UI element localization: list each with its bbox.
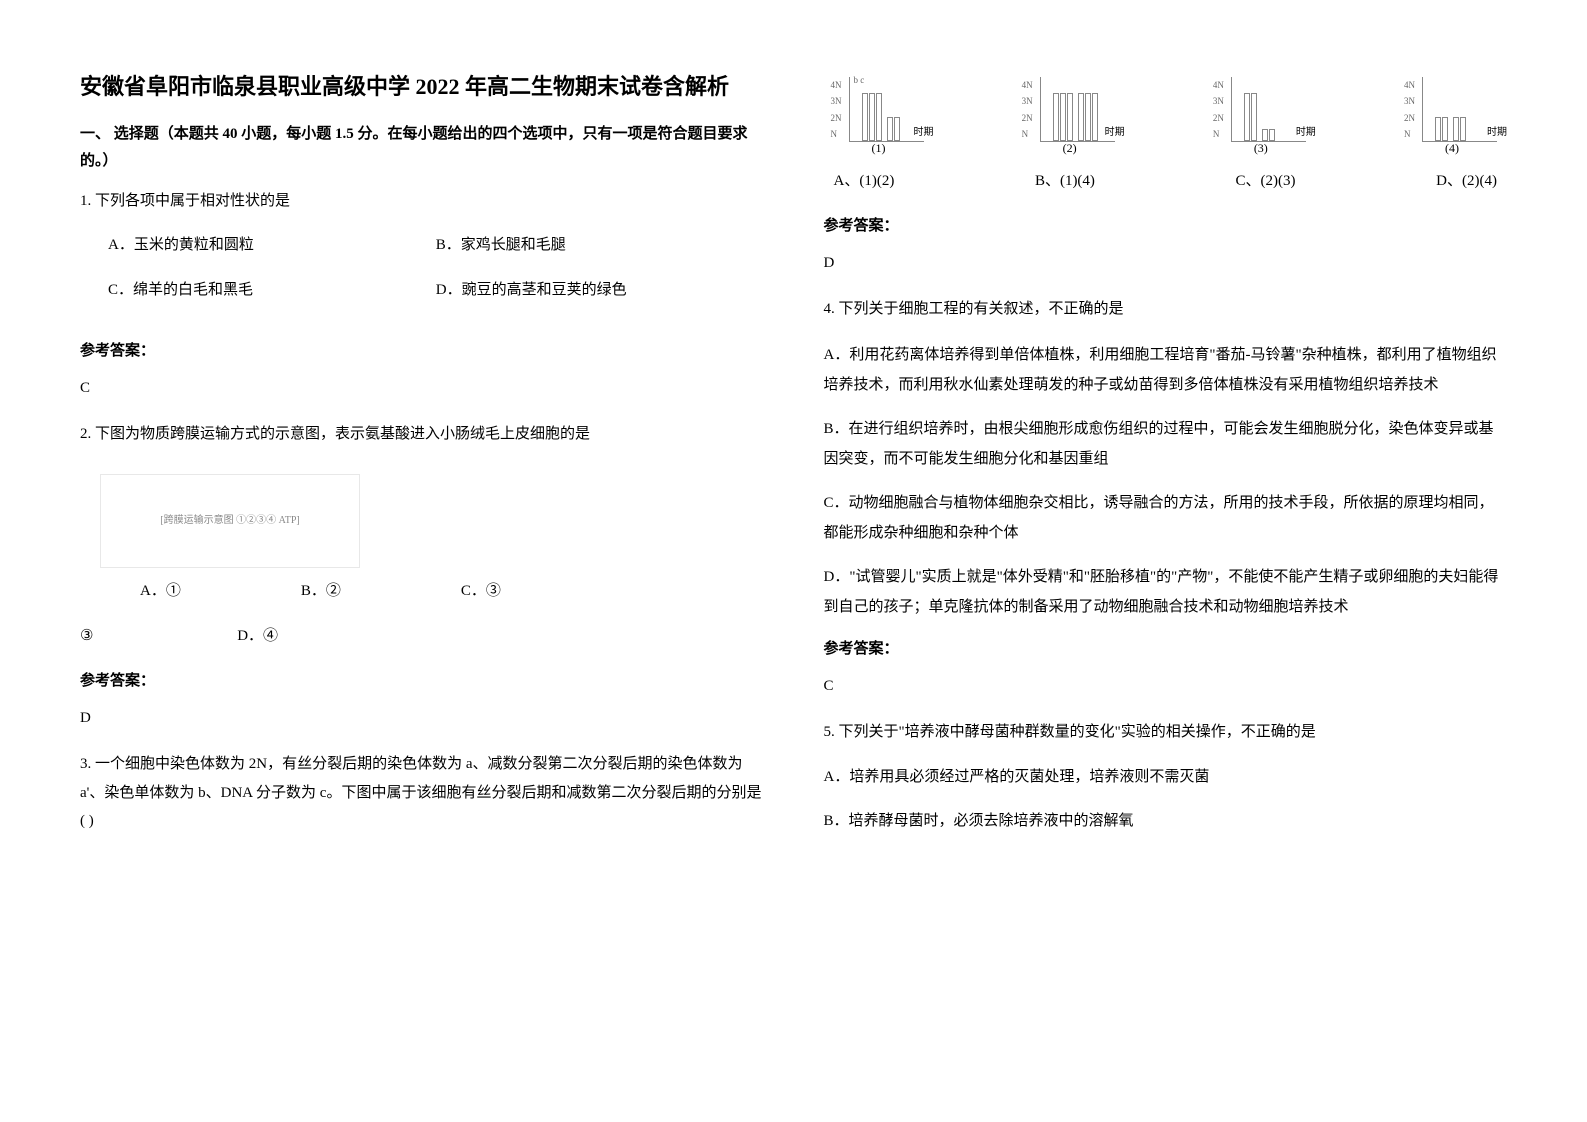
q4-optD: D．"试管婴儿"实质上就是"体外受精"和"胚胎移植"的"产物"，不能使不能产生精… bbox=[824, 562, 1508, 622]
chart-1: b c N2N3N4N 时期 (1) bbox=[829, 70, 929, 160]
answer-label: 参考答案： bbox=[80, 668, 764, 695]
q1-answer: C bbox=[80, 375, 764, 402]
q1-optC: C．绵羊的白毛和黑毛 bbox=[108, 277, 436, 304]
q4-optB: B．在进行组织培养时，由根尖细胞形成愈伤组织的过程中，可能会发生细胞脱分化，染色… bbox=[824, 414, 1508, 474]
q2-answer: D bbox=[80, 705, 764, 732]
diagram-hint: [跨膜运输示意图 ①②③④ ATP] bbox=[101, 475, 359, 567]
q4-optC: C．动物细胞融合与植物体细胞杂交相比，诱导融合的方法，所用的技术手段，所依据的原… bbox=[824, 488, 1508, 548]
chart-2: N2N3N4N 时期 (2) bbox=[1020, 70, 1120, 160]
q5-optA: A．培养用具必须经过严格的灭菌处理，培养液则不需灭菌 bbox=[824, 762, 1508, 792]
q3-optB: B、(1)(4) bbox=[1035, 168, 1095, 195]
q5-text: 5. 下列关于"培养液中酵母菌种群数量的变化"实验的相关操作，不正确的是 bbox=[824, 718, 1508, 747]
q3-optC: C、(2)(3) bbox=[1236, 168, 1296, 195]
chart-4: N2N3N4N 时期 (4) bbox=[1402, 70, 1502, 160]
q4-answer: C bbox=[824, 673, 1508, 700]
left-column: 安徽省阜阳市临泉县职业高级中学 2022 年高二生物期末试卷含解析 一、 选择题… bbox=[80, 70, 794, 1082]
answer-label: 参考答案： bbox=[824, 213, 1508, 240]
q2-optB: B．② bbox=[301, 578, 341, 605]
answer-label: 参考答案： bbox=[80, 338, 764, 365]
membrane-diagram: [跨膜运输示意图 ①②③④ ATP] bbox=[100, 474, 360, 568]
chart-1-label: (1) bbox=[829, 138, 929, 160]
q2-optD: D．④ bbox=[237, 628, 278, 644]
section-header: 一、 选择题（本题共 40 小题，每小题 1.5 分。在每小题给出的四个选项中，… bbox=[80, 121, 764, 175]
q4-text: 4. 下列关于细胞工程的有关叙述，不正确的是 bbox=[824, 295, 1508, 324]
q5-optB: B．培养酵母菌时，必须去除培养液中的溶解氧 bbox=[824, 806, 1508, 836]
answer-label: 参考答案： bbox=[824, 636, 1508, 663]
chart-3: N2N3N4N 时期 (3) bbox=[1211, 70, 1311, 160]
q1-options: A．玉米的黄粒和圆粒 B．家鸡长腿和毛腿 C．绵羊的白毛和黑毛 D．豌豆的高茎和… bbox=[80, 232, 764, 322]
q1-optD: D．豌豆的高茎和豆荚的绿色 bbox=[436, 277, 764, 304]
q2-options: A．① B．② C．③ bbox=[80, 578, 764, 605]
q3-answer: D bbox=[824, 250, 1508, 277]
q3-optD: D、(2)(4) bbox=[1436, 168, 1497, 195]
q2-optA: A．① bbox=[140, 578, 181, 605]
right-column: b c N2N3N4N 时期 (1) N2N3N4N 时期 (2) bbox=[794, 70, 1508, 1082]
q3-text: 3. 一个细胞中染色体数为 2N，有丝分裂后期的染色体数为 a、减数分裂第二次分… bbox=[80, 750, 764, 836]
q4-optA: A．利用花药离体培养得到单倍体植株，利用细胞工程培育"番茄-马铃薯"杂种植株，都… bbox=[824, 340, 1508, 400]
q1-text: 1. 下列各项中属于相对性状的是 bbox=[80, 187, 764, 216]
q3-optA: A、(1)(2) bbox=[834, 168, 895, 195]
chart-2-label: (2) bbox=[1020, 138, 1120, 160]
charts-row: b c N2N3N4N 时期 (1) N2N3N4N 时期 (2) bbox=[824, 70, 1508, 160]
q1-optA: A．玉米的黄粒和圆粒 bbox=[108, 232, 436, 259]
chart-3-label: (3) bbox=[1211, 138, 1311, 160]
chart-4-label: (4) bbox=[1402, 138, 1502, 160]
q3-options: A、(1)(2) B、(1)(4) C、(2)(3) D、(2)(4) bbox=[824, 168, 1508, 195]
q1-optB: B．家鸡长腿和毛腿 bbox=[436, 232, 764, 259]
q2-text: 2. 下图为物质跨膜运输方式的示意图，表示氨基酸进入小肠绒毛上皮细胞的是 bbox=[80, 420, 764, 449]
q2-optC: C．③ bbox=[461, 578, 501, 605]
exam-title: 安徽省阜阳市临泉县职业高级中学 2022 年高二生物期末试卷含解析 bbox=[80, 70, 764, 103]
